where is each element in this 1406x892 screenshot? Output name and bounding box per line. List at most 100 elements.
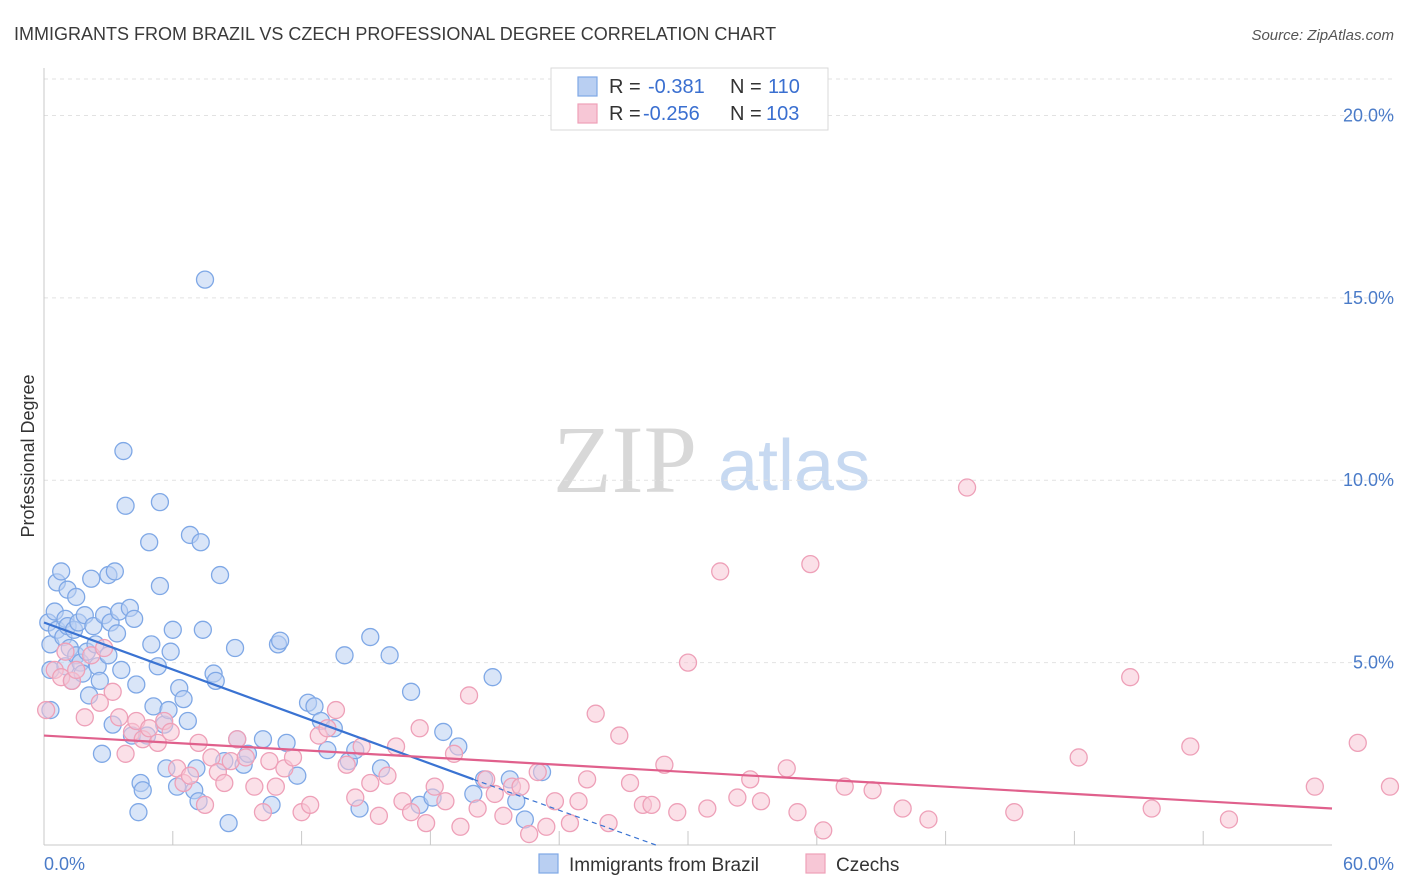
point-czechs [620,773,640,793]
y-tick-label: 5.0% [1353,653,1394,673]
legend-r-value-czechs: -0.256 [643,103,700,125]
point-czechs [266,777,285,796]
chart-title: IMMIGRANTS FROM BRAZIL VS CZECH PROFESSI… [14,24,776,44]
point-brazil [114,441,133,461]
point-czechs [189,733,208,753]
point-czechs [560,813,580,833]
point-brazil [191,533,210,552]
series-czechs-points [36,478,1400,844]
x-axis-ticks [172,831,1204,845]
point-czechs [195,795,215,815]
point-brazil [178,711,197,731]
point-czechs [698,799,717,818]
point-czechs [1380,777,1400,796]
point-czechs [919,810,938,829]
point-czechs [425,777,444,796]
point-brazil [219,813,238,833]
y-axis-ticks: 5.0% 10.0% 15.0% 20.0% [1343,105,1394,672]
legend-swatch-brazil [577,76,598,97]
point-czechs [283,748,303,767]
bottom-legend-swatch-brazil [538,853,559,874]
point-czechs [728,788,747,807]
point-czechs [1219,810,1239,829]
point-czechs [245,777,264,796]
point-czechs [401,803,421,822]
point-czechs [519,824,539,844]
point-czechs [459,686,479,705]
point-brazil [129,803,148,822]
point-brazil [270,631,290,650]
point-brazil [253,730,273,749]
point-czechs [361,773,380,793]
point-czechs [436,792,455,811]
point-czechs [893,799,912,818]
point-brazil [195,270,215,289]
point-czechs [228,730,247,749]
point-czechs [346,788,365,807]
point-brazil [92,744,112,763]
point-czechs [711,562,730,581]
point-brazil [142,635,161,654]
point-czechs [103,682,122,701]
point-czechs [369,806,389,825]
point-czechs [569,792,588,811]
point-brazil [193,620,213,639]
point-czechs [599,813,618,833]
point-czechs [1069,748,1088,767]
point-czechs [337,755,356,774]
point-brazil [82,569,101,588]
y-tick-label: 10.0% [1343,470,1394,490]
bottom-legend-label-czechs: Czechs [836,855,899,876]
legend-n-label-czechs: N = [730,103,762,125]
point-czechs [1305,777,1324,796]
trend-line-brazil [43,621,474,781]
point-czechs [140,719,159,738]
point-brazil [127,675,146,694]
point-czechs [326,700,346,720]
point-brazil [150,576,170,596]
legend-n-label-brazil: N = [730,76,762,98]
y-tick-label: 15.0% [1343,288,1394,308]
point-czechs [494,806,513,825]
point-czechs [678,653,698,672]
x-tick-label-min: 0.0% [44,854,85,874]
point-czechs [90,693,109,712]
point-czechs [56,642,75,661]
point-czechs [477,770,496,789]
point-czechs [1121,668,1140,687]
watermark-zip: ZIP [553,406,697,513]
point-czechs [67,660,86,680]
point-czechs [1142,799,1161,818]
point-czechs [161,722,180,742]
point-czechs [655,755,674,774]
point-czechs [468,799,487,818]
x-tick-label-max: 60.0% [1343,854,1394,874]
legend-r-label-brazil: R = [609,76,641,98]
point-brazil [116,496,135,515]
point-czechs [668,803,687,822]
point-brazil [434,722,453,742]
point-brazil [174,689,193,709]
point-brazil [112,660,131,680]
watermark-atlas: atlas [718,426,870,506]
bottom-legend-swatch-czechs [805,853,826,874]
point-czechs [528,762,547,782]
legend-swatch-czechs [577,103,598,124]
point-czechs [485,784,504,804]
point-czechs [301,795,320,815]
point-czechs [586,704,605,723]
point-brazil [84,616,103,636]
point-czechs [545,792,565,811]
point-czechs [1181,737,1200,756]
point-brazil [90,671,109,691]
point-czechs [116,744,135,763]
point-brazil [380,646,399,665]
point-brazil [67,587,86,607]
point-czechs [75,708,94,727]
point-czechs [221,751,240,771]
point-brazil [150,492,170,512]
point-czechs [378,766,397,785]
trend-line-czechs [43,734,1333,810]
point-brazil [206,671,225,691]
